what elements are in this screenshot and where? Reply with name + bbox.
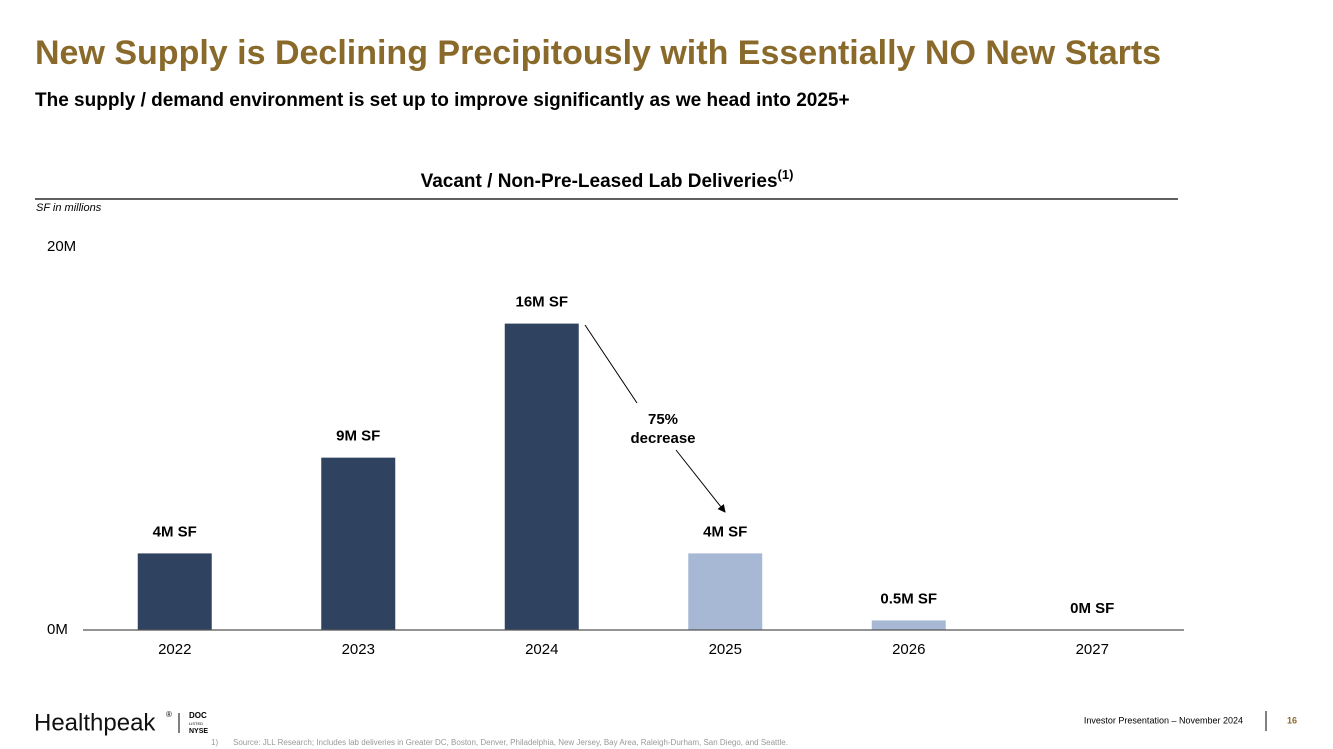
value-label: 0.5M SF xyxy=(880,590,937,607)
footnote-number: 1) xyxy=(211,738,218,747)
x-tick-label: 2026 xyxy=(892,641,925,658)
logo-mark: ® xyxy=(166,710,172,719)
bar xyxy=(321,457,396,630)
chart-title-note: (1) xyxy=(778,167,794,182)
bar xyxy=(504,323,579,630)
footnote: Source: JLL Research; Includes lab deliv… xyxy=(233,738,788,747)
value-label: 0M SF xyxy=(1070,600,1114,617)
annotation: decrease xyxy=(630,430,695,447)
x-tick-label: 2025 xyxy=(709,641,742,658)
logo: Healthpeak xyxy=(34,709,156,736)
value-label: 4M SF xyxy=(153,523,197,540)
bar xyxy=(871,620,946,630)
page-number: 16 xyxy=(1287,715,1297,725)
value-label: 16M SF xyxy=(515,294,568,311)
exchange: NYSE xyxy=(189,728,208,735)
chart-title: Vacant / Non-Pre-Leased Lab Deliveries(1… xyxy=(421,167,794,192)
arrow xyxy=(675,449,726,513)
y-axis-label: SF in millions xyxy=(36,202,102,214)
bar xyxy=(137,553,212,630)
chart-title-text: Vacant / Non-Pre-Leased Lab Deliveries xyxy=(421,171,778,192)
value-label: 4M SF xyxy=(703,523,747,540)
x-tick-label: 2024 xyxy=(525,641,558,658)
x-tick-label: 2027 xyxy=(1076,641,1109,658)
x-tick-label: 2022 xyxy=(158,641,191,658)
x-tick-label: 2023 xyxy=(342,641,375,658)
annotation: 75% xyxy=(648,411,678,428)
listed: LISTED xyxy=(189,721,203,726)
chart: 0M 20M 2022 4M SF 2023 9M SF 2024 16M SF 2025 4M … xyxy=(47,238,1184,658)
y-tick-label: 0M xyxy=(47,621,68,638)
slide-subtitle: The supply / demand environment is set u… xyxy=(35,90,850,111)
bar xyxy=(688,553,763,630)
ticker: DOC xyxy=(189,711,207,720)
y-tick-label: 20M xyxy=(47,238,76,255)
slide-title: New Supply is Declining Precipitously wi… xyxy=(35,34,1161,72)
presentation-label: Investor Presentation – November 2024 xyxy=(1084,715,1243,725)
value-label: 9M SF xyxy=(336,428,380,445)
arrow-line xyxy=(584,324,638,404)
